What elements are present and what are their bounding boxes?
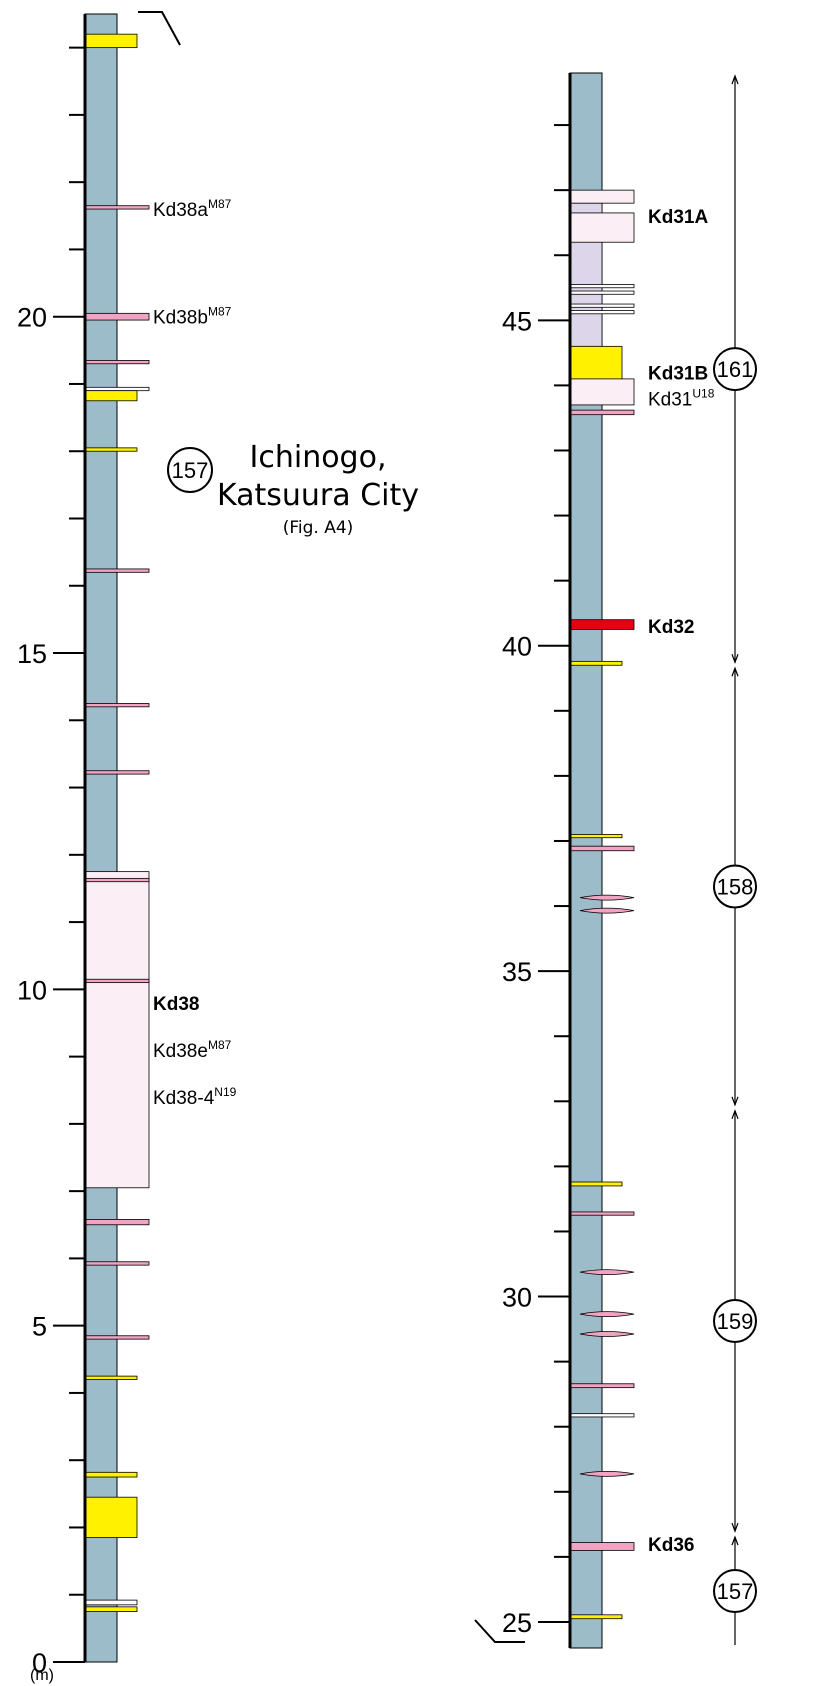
locality-number-circle	[713, 1569, 757, 1614]
section-break-mark	[138, 11, 181, 46]
yellow-tephra-layer	[569, 1181, 623, 1187]
tephra-label-kd38e: Kd38eM87	[153, 1038, 232, 1062]
arrow-up-icon	[731, 1109, 739, 1120]
tephra-label-kd38a: Kd38aM87	[153, 197, 232, 221]
locality-number-circle	[713, 1298, 757, 1343]
pink-tephra-layer	[569, 1542, 635, 1551]
tephra-lens	[579, 1331, 635, 1337]
depth-tick-label: 20	[17, 303, 47, 333]
pink-tephra-layer	[84, 360, 150, 365]
arrow-down-icon	[731, 1096, 739, 1107]
tephra-lens	[579, 1311, 635, 1318]
yellow-tephra-layer	[569, 1614, 623, 1620]
location-name-line2: Katsuura City	[217, 478, 419, 513]
pink-tephra-layer	[569, 1383, 635, 1389]
pink-tephra-layer	[84, 1335, 150, 1340]
locality-number-circle	[713, 347, 757, 392]
white-tephra-layer	[569, 310, 635, 315]
locality-number-circle	[713, 864, 757, 909]
tephra-label-kd31b: Kd31B	[648, 363, 708, 384]
arrow-down-icon	[731, 1522, 739, 1533]
depth-tick-label: 0	[32, 1648, 47, 1678]
yellow-tephra-layer	[84, 390, 138, 402]
depth-tick-label: 5	[32, 1312, 47, 1342]
white-tephra-layer	[569, 303, 635, 308]
yellow-tephra-layer	[84, 1471, 138, 1478]
pale-pink-tephra-layer	[569, 212, 635, 243]
location-block: 157 Ichinogo, Katsuura City (Fig. A4)	[167, 440, 419, 538]
pale-pink-tephra-layer	[84, 871, 150, 1189]
arrow-up-icon	[731, 666, 739, 677]
pink-tephra-layer	[84, 877, 150, 883]
arrow-up-icon	[731, 74, 739, 85]
white-tephra-layer	[569, 290, 635, 295]
yellow-tephra-layer	[569, 834, 623, 839]
yellow-tephra-layer	[84, 1375, 138, 1380]
red-tephra-layer	[569, 619, 635, 630]
locality-number: 158	[717, 875, 754, 900]
tephra-label-kd31: Kd31U18	[648, 386, 715, 410]
left-column: 0 5 10 15 20 Kd38aM87 Kd38bM87 Kd38 Kd38eM87 Kd38…	[17, 11, 237, 1678]
pink-tephra-layer	[84, 703, 150, 708]
tephra-label-kd38: Kd38	[153, 994, 199, 1015]
tephra-label-kd38-4: Kd38-4N19	[153, 1085, 237, 1109]
tephra-label-kd38b: Kd38bM87	[153, 305, 232, 329]
pink-tephra-layer	[569, 1211, 635, 1216]
white-tephra-layer	[569, 284, 635, 289]
locality-number: 161	[717, 357, 754, 382]
locality-number: 159	[717, 1309, 754, 1334]
tephra-label-kd36: Kd36	[648, 1535, 694, 1556]
yellow-tephra-layer	[84, 33, 138, 49]
pink-tephra-layer	[84, 205, 150, 210]
pink-tephra-layer	[569, 845, 635, 852]
tephra-lens	[579, 907, 635, 914]
mudstone-column	[84, 13, 118, 1663]
depth-tick-label: 35	[502, 957, 532, 987]
pink-tephra-layer	[84, 770, 150, 775]
arrow-down-icon	[731, 654, 739, 664]
pink-tephra-layer	[84, 312, 150, 321]
depth-unit-label: (m)	[30, 1667, 54, 1684]
tephra-lens	[579, 1471, 635, 1477]
tephra-lens	[579, 894, 635, 901]
arrow-up-icon	[731, 1535, 739, 1546]
white-tephra-layer	[84, 1599, 138, 1606]
depth-tick-label: 10	[17, 975, 47, 1005]
yellow-tephra-layer	[84, 1606, 138, 1612]
pink-tephra-layer	[569, 409, 635, 416]
location-name-line1: Ichinogo,	[250, 440, 387, 475]
section-break-mark	[474, 1619, 525, 1643]
pink-tephra-layer	[84, 568, 150, 573]
tephra-label-kd32: Kd32	[648, 617, 694, 638]
yellow-tephra-layer	[569, 345, 623, 380]
depth-tick-label: 45	[502, 306, 532, 336]
yellow-tephra-layer	[84, 1496, 138, 1538]
pink-tephra-layer	[84, 1218, 150, 1226]
white-tephra-layer	[84, 386, 150, 392]
tephra-lens	[579, 1269, 635, 1276]
white-tephra-layer	[569, 1413, 635, 1418]
depth-tick-label: 25	[502, 1608, 532, 1638]
pink-tephra-layer	[84, 1261, 150, 1266]
pink-tephra-layer	[84, 978, 150, 984]
yellow-tephra-layer	[569, 660, 623, 666]
tephra-label-kd31a: Kd31A	[648, 207, 708, 228]
depth-tick-label: 15	[17, 639, 47, 669]
depth-tick-label: 40	[502, 632, 532, 662]
depth-tick-label: 30	[502, 1283, 532, 1313]
pale-pink-tephra-layer	[569, 378, 635, 406]
location-number: 157	[172, 458, 209, 483]
pale-pink-tephra-layer	[569, 189, 635, 204]
location-number-circle	[167, 447, 213, 493]
location-figure-ref: (Fig. A4)	[283, 518, 354, 538]
yellow-tephra-layer	[84, 447, 138, 452]
locality-number: 157	[717, 1579, 754, 1604]
